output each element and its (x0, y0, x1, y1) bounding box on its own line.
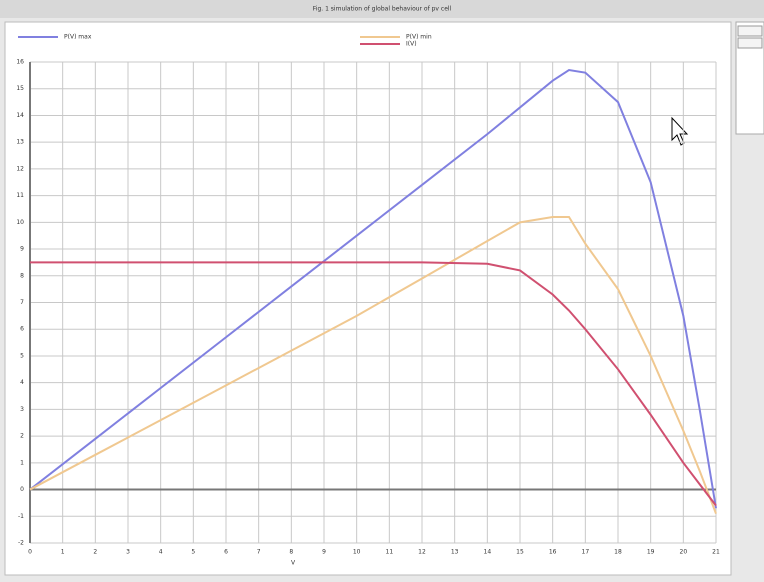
x-tick-label: 14 (484, 549, 492, 556)
x-axis-label: V (291, 560, 296, 567)
x-tick-label: 17 (582, 549, 590, 556)
x-tick-label: 3 (126, 549, 130, 556)
x-tick-label: 6 (224, 549, 228, 556)
x-tick-label: 10 (353, 549, 361, 556)
x-tick-label: 2 (93, 549, 97, 556)
window-title: Fig. 1 simulation of global behaviour of… (313, 6, 452, 13)
y-tick-label: 14 (16, 112, 24, 119)
series-line (29, 68, 717, 509)
y-tick-label: 3 (20, 406, 24, 413)
y-tick-label: -1 (18, 513, 24, 520)
x-tick-label: 11 (386, 549, 394, 556)
y-tick-label: 12 (16, 165, 24, 172)
x-tick-label: 7 (257, 549, 261, 556)
x-tick-label: 9 (322, 549, 326, 556)
x-tick-label: 0 (28, 549, 32, 556)
x-tick-label: 12 (418, 549, 426, 556)
x-tick-label: 18 (614, 549, 622, 556)
x-tick-label: 15 (516, 549, 524, 556)
y-tick-label: 7 (20, 299, 24, 306)
y-tick-label: -2 (18, 540, 24, 547)
y-tick-label: 10 (16, 219, 24, 226)
legend-label: P(V) min (406, 34, 432, 41)
legend-label: P(V) max (64, 34, 92, 41)
y-tick-label: 15 (16, 85, 24, 92)
mouse-cursor (671, 116, 689, 146)
y-tick-label: 5 (20, 352, 24, 359)
x-tick-label: 1 (61, 549, 65, 556)
title-bar (0, 0, 764, 18)
side-button[interactable] (737, 37, 763, 49)
x-tick-label: 4 (159, 549, 163, 556)
series-line (29, 215, 717, 514)
y-tick-label: 6 (20, 326, 24, 333)
x-tick-label: 19 (647, 549, 655, 556)
plot-panel (4, 21, 732, 576)
y-tick-label: 13 (16, 139, 24, 146)
x-tick-label: 21 (712, 549, 720, 556)
y-tick-label: 0 (20, 486, 24, 493)
y-tick-label: 11 (16, 192, 24, 199)
y-tick-label: 9 (20, 246, 24, 253)
side-button[interactable] (737, 25, 763, 37)
y-tick-label: 2 (20, 433, 24, 440)
y-tick-label: 16 (16, 59, 24, 66)
y-tick-label: 8 (20, 272, 24, 279)
legend-label: I(V) (406, 41, 417, 48)
series-line (30, 261, 717, 507)
x-tick-label: 16 (549, 549, 557, 556)
x-tick-label: 8 (289, 549, 293, 556)
x-tick-label: 13 (451, 549, 459, 556)
y-tick-label: 4 (20, 379, 24, 386)
y-tick-label: 1 (20, 459, 24, 466)
x-tick-label: 20 (680, 549, 688, 556)
x-tick-label: 5 (191, 549, 195, 556)
